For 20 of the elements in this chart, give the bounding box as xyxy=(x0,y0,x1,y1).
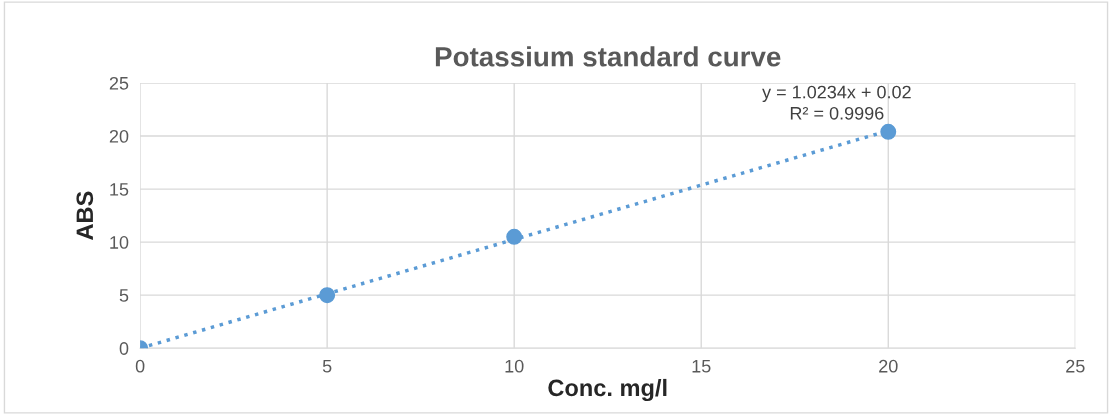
annotation: y = 1.0234x + 0.02 xyxy=(762,85,911,103)
y-tick-label: 15 xyxy=(110,183,129,196)
x-axis-title: Conc. mg/l xyxy=(548,378,667,402)
x-tick-label: 10 xyxy=(505,359,524,373)
chart-title: Potassium standard curve xyxy=(435,46,781,67)
point xyxy=(880,123,897,140)
y-tick-label: 25 xyxy=(109,76,129,90)
y-axis-title: ABS xyxy=(76,191,94,240)
x-tick-label: 15 xyxy=(692,359,711,373)
point xyxy=(319,287,336,304)
x-tick-label: 0 xyxy=(135,359,145,373)
y-tick-label: 20 xyxy=(109,129,129,143)
y-tick-label: 10 xyxy=(110,236,129,249)
annotation: R² = 0.9996 xyxy=(790,106,884,120)
point xyxy=(506,228,523,245)
x-tick-label: 5 xyxy=(322,359,332,373)
y-tick-label: 5 xyxy=(119,289,129,302)
y-tick-label: 0 xyxy=(119,342,129,355)
x-tick-label: 20 xyxy=(879,359,898,373)
x-tick-label: 25 xyxy=(1066,359,1085,373)
